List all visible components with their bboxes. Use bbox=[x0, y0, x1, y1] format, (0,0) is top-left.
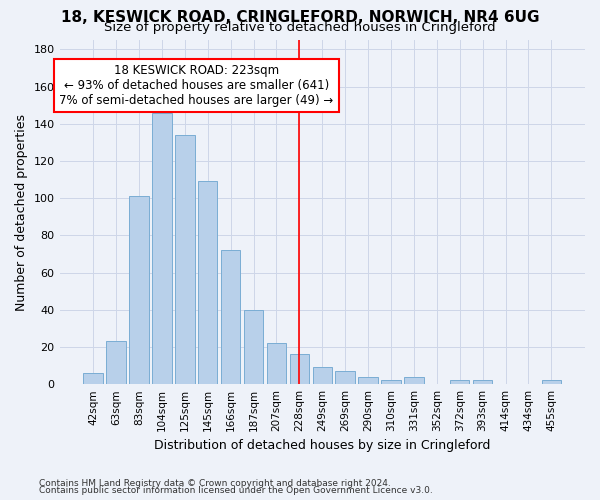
Bar bbox=[152, 112, 172, 384]
X-axis label: Distribution of detached houses by size in Cringleford: Distribution of detached houses by size … bbox=[154, 440, 490, 452]
Bar bbox=[335, 371, 355, 384]
Bar bbox=[198, 182, 217, 384]
Bar bbox=[358, 376, 378, 384]
Bar bbox=[221, 250, 241, 384]
Bar bbox=[473, 380, 493, 384]
Bar bbox=[542, 380, 561, 384]
Bar bbox=[450, 380, 469, 384]
Bar bbox=[129, 196, 149, 384]
Bar bbox=[83, 373, 103, 384]
Text: 18 KESWICK ROAD: 223sqm
← 93% of detached houses are smaller (641)
7% of semi-de: 18 KESWICK ROAD: 223sqm ← 93% of detache… bbox=[59, 64, 334, 107]
Bar bbox=[106, 342, 126, 384]
Bar bbox=[290, 354, 309, 384]
Bar bbox=[244, 310, 263, 384]
Text: Contains HM Land Registry data © Crown copyright and database right 2024.: Contains HM Land Registry data © Crown c… bbox=[39, 478, 391, 488]
Text: Size of property relative to detached houses in Cringleford: Size of property relative to detached ho… bbox=[104, 21, 496, 34]
Y-axis label: Number of detached properties: Number of detached properties bbox=[15, 114, 28, 310]
Bar bbox=[267, 344, 286, 384]
Text: Contains public sector information licensed under the Open Government Licence v3: Contains public sector information licen… bbox=[39, 486, 433, 495]
Text: 18, KESWICK ROAD, CRINGLEFORD, NORWICH, NR4 6UG: 18, KESWICK ROAD, CRINGLEFORD, NORWICH, … bbox=[61, 10, 539, 25]
Bar bbox=[404, 376, 424, 384]
Bar bbox=[381, 380, 401, 384]
Bar bbox=[175, 135, 194, 384]
Bar bbox=[313, 368, 332, 384]
